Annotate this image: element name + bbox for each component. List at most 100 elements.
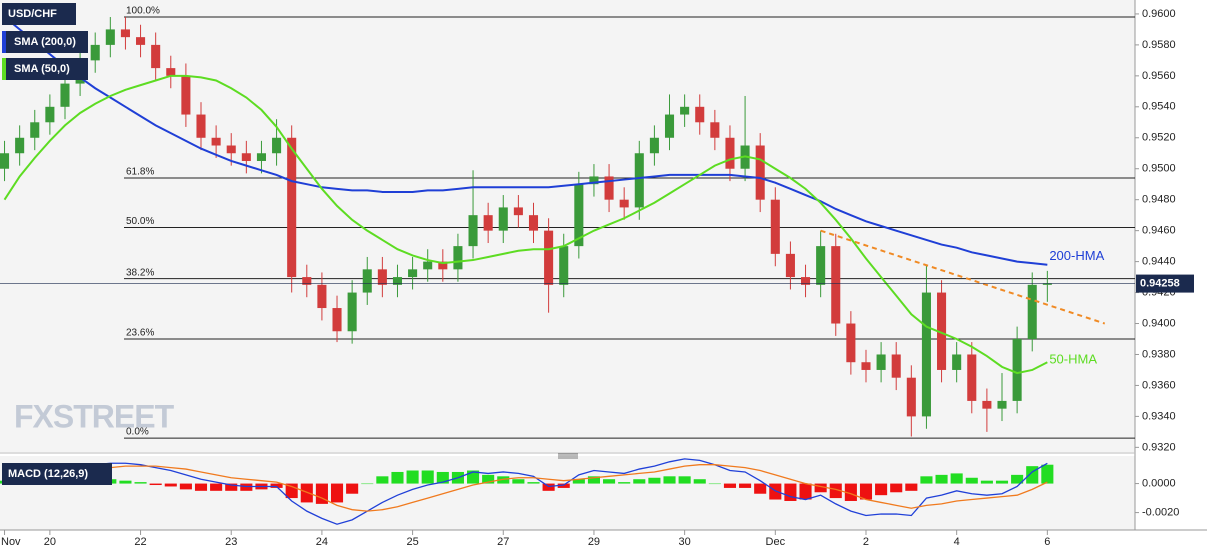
histogram-bar [708,483,721,485]
histogram-bar [633,479,646,484]
ma-line [3,74,1048,375]
x-tick-label: Nov [1,536,21,548]
candle-body [800,277,811,285]
x-tick-label: Dec [766,536,786,548]
histogram-bar [723,483,737,488]
histogram-bar [179,483,192,490]
legend-entry: SMA (50,0) [14,63,70,75]
candle-body [559,246,569,285]
y-tick-label: 0.9520 [1142,132,1176,144]
fib-label: 23.6% [126,328,154,339]
x-tick-label: 23 [225,536,237,548]
candle-body [423,261,433,270]
histogram-bar [663,476,676,484]
histogram-bar [935,474,948,484]
y-tick-label: 0.9460 [1142,225,1176,237]
candle-body [695,106,705,123]
candle-body [785,253,795,278]
resize-handle[interactable] [558,453,578,459]
candle-body [528,215,539,231]
histogram-bar [315,483,328,504]
histogram-bar [618,482,631,484]
candle-body [60,83,70,107]
candle-body [891,354,901,378]
y-tick-label: 0.9500 [1142,163,1176,175]
candle-body [151,44,161,69]
price-layer: 200-HMA 50-HMA [0,16,1135,437]
histogram-bar [512,479,525,484]
histogram-bar [572,479,585,484]
line-annotation: 50-HMA [1049,352,1097,367]
histogram-bar [134,482,147,484]
histogram-bar [406,470,419,484]
candle-body [302,277,312,285]
candle-body [408,269,418,278]
histogram-bar [240,483,253,491]
histogram-bar [527,482,540,484]
candle-body [226,145,236,154]
x-tick-label: 25 [406,536,418,548]
candle-body [120,29,130,38]
candle-body [952,354,962,370]
fib-label: 100.0% [126,6,160,17]
candle-body [831,246,841,324]
candle-body [377,269,387,285]
candle-body [272,137,282,154]
histogram-bar [995,480,1009,484]
legend-box [2,58,88,80]
fib-label: 50.0% [126,216,154,227]
last-price-label: 0.94258 [1140,277,1180,289]
candle-body [725,137,735,169]
candle-body [619,199,629,208]
x-tick-label: 6 [1044,536,1050,548]
histogram-bar [270,483,283,488]
candle-body [513,207,523,216]
histogram-bar [1026,466,1039,484]
macd-panel [0,456,1135,530]
legend-swatch [2,31,6,53]
histogram-bar [965,477,978,484]
y-tick-label: 0.9360 [1142,379,1176,391]
y-tick-label: 0.9600 [1142,8,1176,20]
candle-body [453,246,463,270]
candle-body [876,354,886,370]
histogram-bar [557,483,570,488]
histogram-bar [587,476,600,484]
candle-body [45,106,55,123]
ma-line [3,16,1048,266]
histogram-bar [603,479,616,484]
candle-body [483,215,493,231]
candle-body [241,153,251,161]
candle-body [392,277,403,285]
histogram-bar [799,483,812,500]
candle-body [15,137,25,154]
histogram-bar [754,483,767,494]
candle-body [997,400,1007,409]
candle-body [680,106,690,115]
legend-entry: SMA (200,0) [14,36,76,48]
histogram-bar [1041,464,1054,484]
y-tick-label: 0.9540 [1142,101,1176,113]
x-tick-label: 4 [954,536,960,548]
candle-body [166,68,176,76]
candle-body [574,184,584,247]
fib-label: 0.0% [126,427,149,438]
candle-body [181,75,191,115]
candle-body [544,230,554,285]
histogram-bar [739,483,752,488]
histogram-bar [920,476,933,484]
y-tick-label: 0.9580 [1142,39,1176,51]
fib-label: 38.2% [126,267,154,278]
price-panel [0,0,1135,452]
candle-body [937,292,947,370]
candle-body [136,37,146,45]
histogram-bar [330,483,344,503]
histogram-bar [769,483,782,500]
y-tick-label: 0.9440 [1142,256,1176,268]
candle-body [438,261,448,270]
x-tick-label: 27 [497,536,509,548]
histogram-bar [784,483,797,501]
candle-body [0,153,10,169]
histogram-bar [376,476,389,484]
